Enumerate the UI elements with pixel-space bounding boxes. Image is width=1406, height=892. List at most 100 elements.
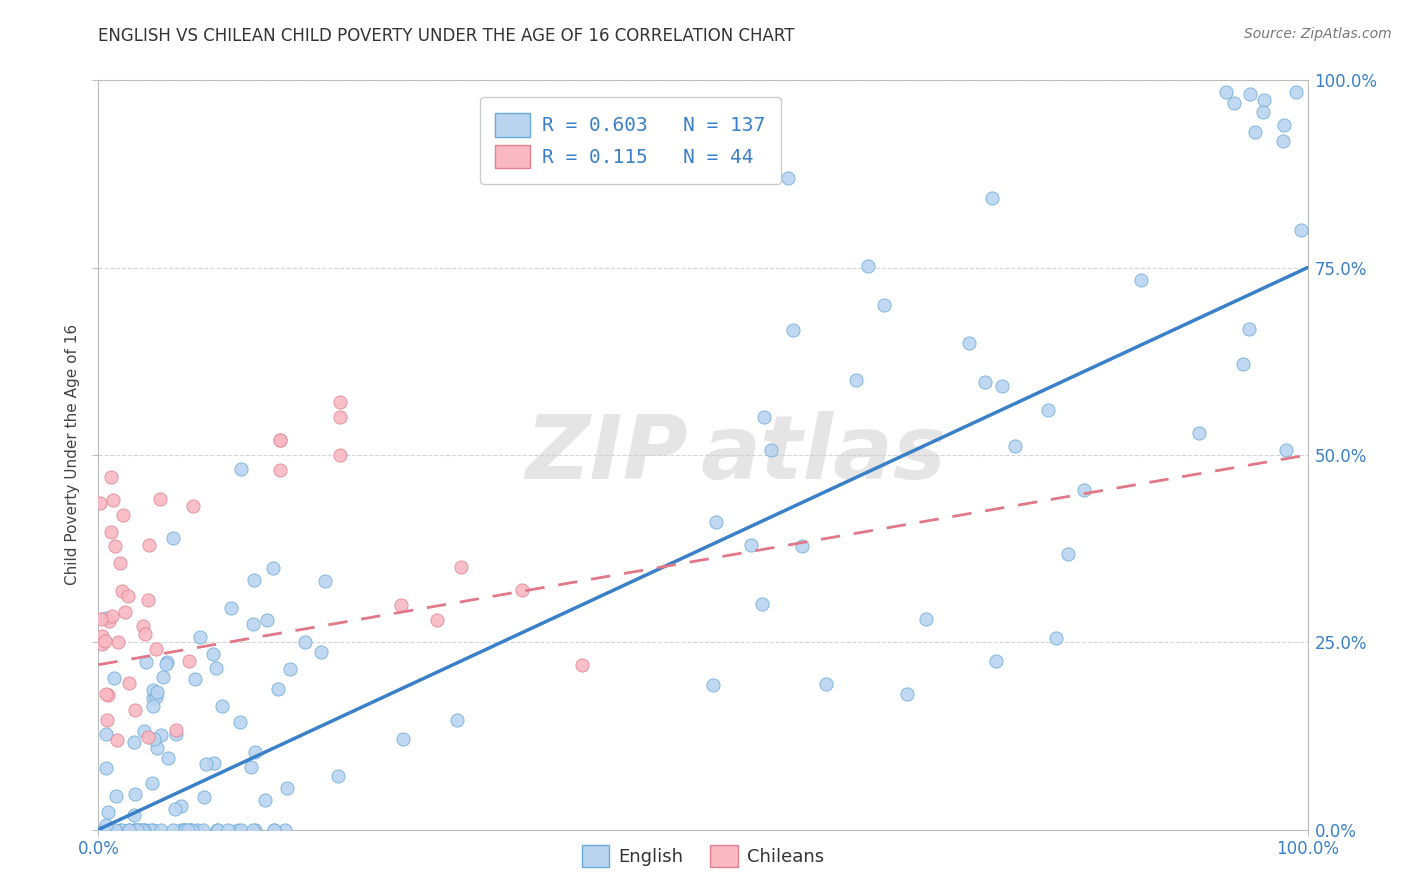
Point [118, 822, 141, 837]
Point [243, 574, 266, 588]
Point [217, 822, 239, 837]
Text: ENGLISH VS CHILEAN CHILD POVERTY UNDER THE AGE OF 16 CORRELATION CHART: ENGLISH VS CHILEAN CHILD POVERTY UNDER T… [98, 27, 794, 45]
Point [1036, 403, 1059, 417]
Point [229, 822, 252, 837]
Point [179, 822, 201, 837]
Point [278, 662, 301, 676]
Point [131, 822, 153, 837]
Point [145, 690, 167, 704]
Point [101, 493, 124, 508]
Point [1223, 96, 1246, 111]
Point [776, 170, 799, 185]
Point [1272, 134, 1295, 148]
Point [391, 731, 413, 746]
Point [96, 713, 118, 727]
Point [269, 433, 291, 447]
Point [193, 790, 215, 805]
Text: Source: ZipAtlas.com: Source: ZipAtlas.com [1244, 27, 1392, 41]
Point [127, 822, 149, 837]
Point [228, 714, 250, 729]
Point [170, 822, 193, 837]
Point [139, 822, 162, 837]
Point [132, 822, 155, 837]
Point [179, 654, 201, 668]
Point [173, 822, 195, 837]
Point [1244, 125, 1267, 139]
Point [510, 582, 533, 597]
Point [156, 655, 179, 669]
Point [294, 634, 316, 648]
Point [1251, 105, 1274, 120]
Point [173, 822, 195, 837]
Point [105, 789, 128, 803]
Point [1045, 631, 1067, 645]
Point [815, 676, 838, 690]
Point [94, 727, 117, 741]
Point [156, 750, 179, 764]
Point [142, 682, 165, 697]
Point [276, 781, 298, 796]
Point [207, 822, 229, 837]
Point [138, 538, 160, 552]
Point [103, 671, 125, 685]
Point [118, 822, 141, 837]
Point [263, 822, 285, 837]
Point [94, 611, 117, 625]
Point [124, 822, 146, 837]
Point [856, 260, 879, 274]
Point [207, 822, 229, 837]
Point [326, 769, 349, 783]
Point [274, 822, 297, 837]
Point [873, 298, 896, 312]
Point [97, 822, 120, 837]
Point [108, 556, 131, 570]
Point [446, 713, 468, 727]
Point [702, 678, 724, 692]
Point [146, 684, 169, 698]
Point [142, 822, 165, 837]
Point [149, 728, 172, 742]
Point [704, 515, 727, 529]
Point [221, 601, 243, 615]
Point [986, 653, 1008, 667]
Point [177, 822, 200, 837]
Point [135, 655, 157, 669]
Point [125, 822, 148, 837]
Point [134, 822, 156, 837]
Point [162, 531, 184, 545]
Point [122, 822, 145, 837]
Point [845, 373, 868, 387]
Point [94, 818, 117, 832]
Point [253, 793, 276, 807]
Text: ZIP: ZIP [524, 411, 688, 499]
Point [179, 822, 201, 837]
Point [754, 409, 776, 424]
Point [1073, 483, 1095, 497]
Point [174, 822, 197, 837]
Point [91, 629, 114, 643]
Point [100, 524, 122, 539]
Point [957, 335, 980, 350]
Point [101, 609, 124, 624]
Point [195, 756, 218, 771]
Point [142, 691, 165, 706]
Point [311, 645, 333, 659]
Point [571, 657, 593, 672]
Point [107, 733, 129, 747]
Point [314, 574, 336, 589]
Point [1285, 85, 1308, 99]
Point [183, 499, 205, 513]
Point [91, 637, 114, 651]
Point [782, 322, 804, 336]
Point [97, 688, 120, 702]
Point [118, 676, 141, 690]
Point [142, 732, 165, 747]
Legend: R = 0.603   N = 137, R = 0.115   N = 44: R = 0.603 N = 137, R = 0.115 N = 44 [479, 97, 780, 184]
Point [128, 822, 150, 837]
Point [269, 433, 291, 447]
Point [228, 822, 250, 837]
Point [134, 626, 156, 640]
Point [202, 647, 225, 661]
Point [329, 448, 352, 462]
Point [122, 735, 145, 749]
